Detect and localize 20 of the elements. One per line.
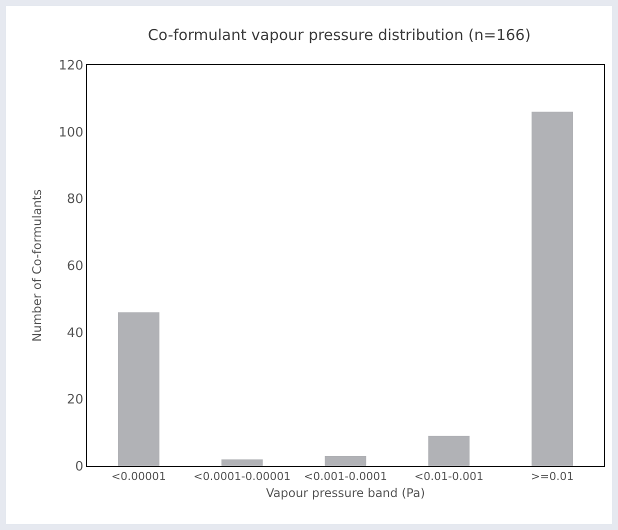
y-tick-label: 0 — [75, 460, 84, 475]
bar — [118, 312, 160, 466]
bar — [324, 456, 366, 466]
x-tick-label: <0.01-0.001 — [414, 470, 484, 484]
y-axis-title: Number of Co-formulants — [30, 189, 44, 342]
y-tick-label: 20 — [66, 392, 84, 408]
x-axis-title: Vapour pressure band (Pa) — [266, 486, 426, 500]
y-tick-label: 80 — [66, 192, 84, 208]
bar — [532, 112, 573, 466]
x-tick-label: >=0.01 — [530, 470, 574, 484]
chart-title: Co-formulant vapour pressure distribution (n=166) — [148, 26, 531, 44]
y-tick-label: 60 — [66, 259, 84, 274]
y-tick-label: 120 — [58, 58, 84, 74]
bar — [221, 459, 263, 466]
x-tick-label: <0.001-0.0001 — [304, 470, 388, 484]
x-tick-label: <0.0001-0.00001 — [194, 470, 291, 484]
x-tick-label: <0.00001 — [111, 470, 166, 484]
y-tick-label: 40 — [66, 326, 84, 341]
bar — [428, 436, 470, 466]
y-tick-label: 100 — [58, 125, 84, 140]
